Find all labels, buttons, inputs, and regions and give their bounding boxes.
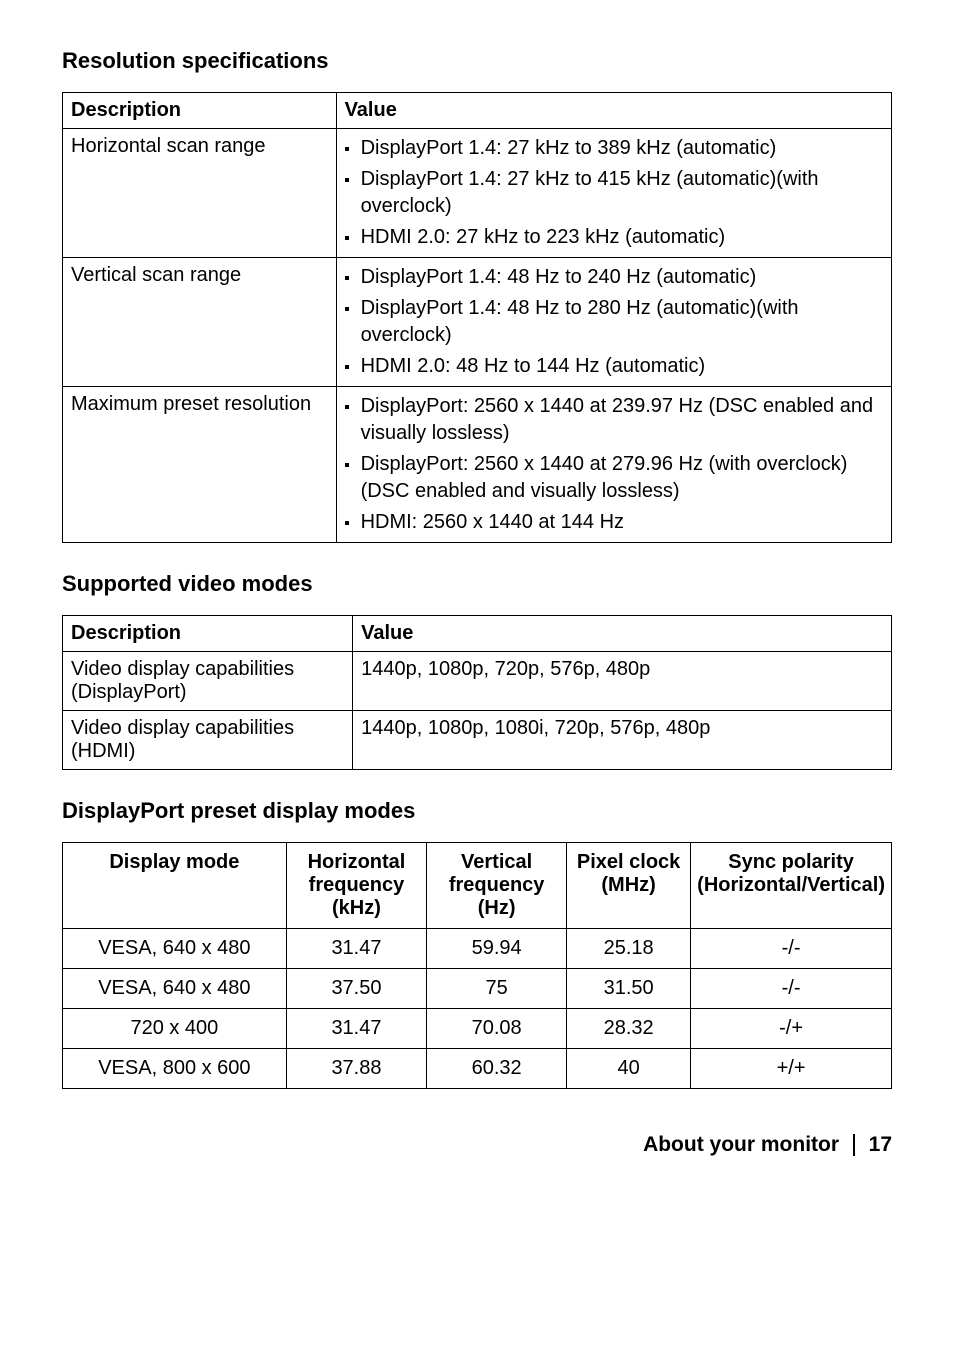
col-header-description: Description bbox=[63, 93, 337, 129]
bullet-icon bbox=[345, 236, 349, 240]
cell-mode: VESA, 640 x 480 bbox=[63, 969, 287, 1009]
preset-modes-table: Display mode Horizontal frequency (kHz) … bbox=[62, 842, 892, 1089]
table-row: Horizontal scan range DisplayPort 1.4: 2… bbox=[63, 129, 892, 258]
cell-pclock: 31.50 bbox=[567, 969, 691, 1009]
cell-description: Horizontal scan range bbox=[63, 129, 337, 258]
cell-sync: +/+ bbox=[691, 1049, 892, 1089]
cell-description: Maximum preset resolution bbox=[63, 387, 337, 543]
col-header-sync-polarity: Sync polarity (Horizontal/Vertical) bbox=[691, 843, 892, 929]
cell-sync: -/- bbox=[691, 929, 892, 969]
cell-pclock: 28.32 bbox=[567, 1009, 691, 1049]
footer-page-number: 17 bbox=[869, 1133, 892, 1157]
section-heading-video-modes: Supported video modes bbox=[62, 571, 892, 597]
col-header-description: Description bbox=[63, 616, 353, 652]
value-item: HDMI 2.0: 48 Hz to 144 Hz (automatic) bbox=[361, 353, 881, 380]
value-item: DisplayPort 1.4: 48 Hz to 280 Hz (automa… bbox=[361, 295, 881, 349]
table-row: 720 x 400 31.47 70.08 28.32 -/+ bbox=[63, 1009, 892, 1049]
cell-hfreq: 31.47 bbox=[286, 1009, 426, 1049]
page-footer: About your monitor 17 bbox=[62, 1133, 892, 1157]
col-header-value: Value bbox=[353, 616, 892, 652]
cell-mode: VESA, 640 x 480 bbox=[63, 929, 287, 969]
col-header-value: Value bbox=[336, 93, 891, 129]
resolution-specs-table: Description Value Horizontal scan range … bbox=[62, 92, 892, 543]
cell-description: Vertical scan range bbox=[63, 258, 337, 387]
table-header-row: Display mode Horizontal frequency (kHz) … bbox=[63, 843, 892, 929]
value-item: DisplayPort 1.4: 27 kHz to 389 kHz (auto… bbox=[361, 135, 881, 162]
value-item: DisplayPort: 2560 x 1440 at 239.97 Hz (D… bbox=[361, 393, 881, 447]
value-item: DisplayPort 1.4: 27 kHz to 415 kHz (auto… bbox=[361, 166, 881, 220]
cell-pclock: 40 bbox=[567, 1049, 691, 1089]
table-row: VESA, 800 x 600 37.88 60.32 40 +/+ bbox=[63, 1049, 892, 1089]
cell-vfreq: 59.94 bbox=[427, 929, 567, 969]
cell-mode: VESA, 800 x 600 bbox=[63, 1049, 287, 1089]
cell-hfreq: 31.47 bbox=[286, 929, 426, 969]
value-item: HDMI 2.0: 27 kHz to 223 kHz (automatic) bbox=[361, 224, 881, 251]
bullet-icon bbox=[345, 178, 349, 182]
table-row: Video display capabilities (HDMI) 1440p,… bbox=[63, 711, 892, 770]
table-header-row: Description Value bbox=[63, 93, 892, 129]
value-item: HDMI: 2560 x 1440 at 144 Hz bbox=[361, 509, 881, 536]
bullet-icon bbox=[345, 276, 349, 280]
footer-divider bbox=[853, 1134, 855, 1156]
video-modes-table: Description Value Video display capabili… bbox=[62, 615, 892, 770]
bullet-icon bbox=[345, 405, 349, 409]
cell-vfreq: 70.08 bbox=[427, 1009, 567, 1049]
bullet-icon bbox=[345, 307, 349, 311]
value-item: DisplayPort 1.4: 48 Hz to 240 Hz (automa… bbox=[361, 264, 881, 291]
cell-value: DisplayPort 1.4: 48 Hz to 240 Hz (automa… bbox=[336, 258, 891, 387]
table-row: Maximum preset resolution DisplayPort: 2… bbox=[63, 387, 892, 543]
col-header-display-mode: Display mode bbox=[63, 843, 287, 929]
table-row: VESA, 640 x 480 31.47 59.94 25.18 -/- bbox=[63, 929, 892, 969]
cell-mode: 720 x 400 bbox=[63, 1009, 287, 1049]
table-row: Video display capabilities (DisplayPort)… bbox=[63, 652, 892, 711]
cell-value: 1440p, 1080p, 1080i, 720p, 576p, 480p bbox=[353, 711, 892, 770]
footer-section-title: About your monitor bbox=[643, 1133, 839, 1157]
cell-description: Video display capabilities (HDMI) bbox=[63, 711, 353, 770]
cell-value: DisplayPort: 2560 x 1440 at 239.97 Hz (D… bbox=[336, 387, 891, 543]
cell-value: 1440p, 1080p, 720p, 576p, 480p bbox=[353, 652, 892, 711]
cell-hfreq: 37.88 bbox=[286, 1049, 426, 1089]
cell-pclock: 25.18 bbox=[567, 929, 691, 969]
section-heading-preset-modes: DisplayPort preset display modes bbox=[62, 798, 892, 824]
bullet-icon bbox=[345, 147, 349, 151]
cell-hfreq: 37.50 bbox=[286, 969, 426, 1009]
value-item: DisplayPort: 2560 x 1440 at 279.96 Hz (w… bbox=[361, 451, 881, 505]
col-header-pixel-clock: Pixel clock (MHz) bbox=[567, 843, 691, 929]
cell-sync: -/+ bbox=[691, 1009, 892, 1049]
table-header-row: Description Value bbox=[63, 616, 892, 652]
col-header-horizontal-freq: Horizontal frequency (kHz) bbox=[286, 843, 426, 929]
table-row: Vertical scan range DisplayPort 1.4: 48 … bbox=[63, 258, 892, 387]
cell-vfreq: 60.32 bbox=[427, 1049, 567, 1089]
bullet-icon bbox=[345, 463, 349, 467]
table-row: VESA, 640 x 480 37.50 75 31.50 -/- bbox=[63, 969, 892, 1009]
col-header-vertical-freq: Vertical frequency (Hz) bbox=[427, 843, 567, 929]
bullet-icon bbox=[345, 365, 349, 369]
bullet-icon bbox=[345, 521, 349, 525]
cell-value: DisplayPort 1.4: 27 kHz to 389 kHz (auto… bbox=[336, 129, 891, 258]
section-heading-resolution: Resolution specifications bbox=[62, 48, 892, 74]
cell-description: Video display capabilities (DisplayPort) bbox=[63, 652, 353, 711]
cell-vfreq: 75 bbox=[427, 969, 567, 1009]
cell-sync: -/- bbox=[691, 969, 892, 1009]
